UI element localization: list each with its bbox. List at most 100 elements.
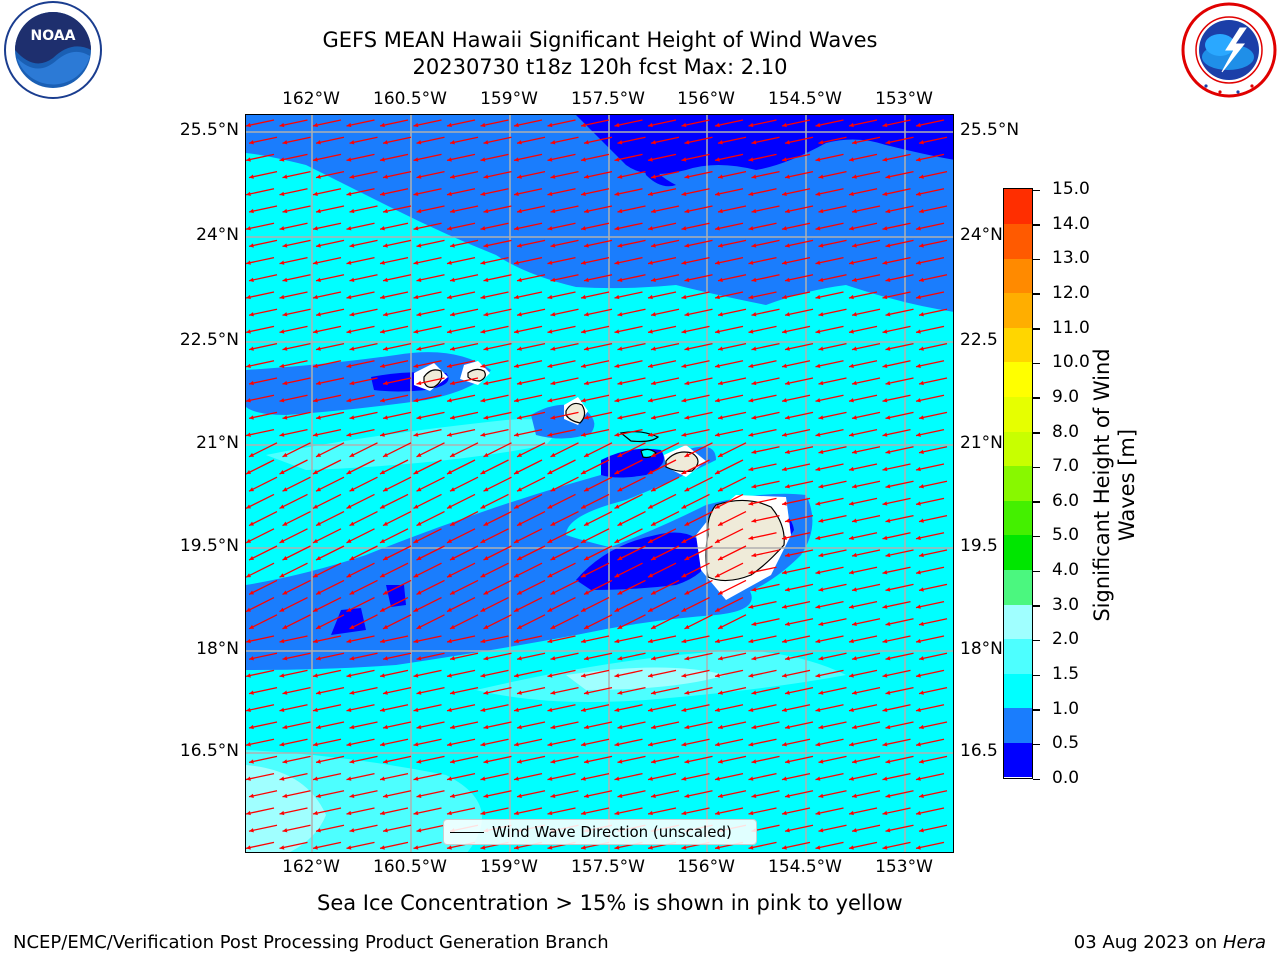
wind-arrow	[784, 136, 814, 145]
wind-arrow	[885, 239, 914, 248]
wind-arrow	[583, 476, 613, 492]
wind-arrow	[583, 790, 613, 798]
wind-arrow	[547, 291, 576, 300]
wind-arrow	[617, 136, 646, 145]
wind-arrow	[684, 442, 713, 458]
wind-arrow	[246, 256, 275, 265]
wind-arrow	[449, 545, 479, 561]
wind-arrow	[246, 704, 275, 712]
wind-arrow	[818, 239, 847, 248]
wind-arrow	[647, 119, 677, 128]
wind-arrow	[784, 583, 814, 592]
wind-arrow	[714, 153, 744, 162]
wind-arrow	[717, 411, 747, 420]
wind-arrow	[714, 222, 744, 231]
wind-arrow	[547, 119, 576, 128]
wind-arrow	[349, 511, 378, 527]
wind-arrow	[516, 652, 546, 661]
wind-arrow	[346, 188, 375, 196]
wind-arrow	[547, 493, 576, 509]
wind-arrow	[647, 222, 677, 231]
wind-arrow	[413, 841, 442, 850]
wind-arrow	[346, 635, 375, 644]
wind-arrow	[382, 579, 412, 595]
wind-arrow	[246, 841, 275, 850]
wind-arrow	[748, 566, 777, 575]
wind-arrow	[248, 511, 278, 527]
wind-arrow	[480, 360, 509, 368]
wind-arrow	[684, 377, 713, 386]
wind-arrow	[580, 635, 610, 644]
wind-arrow	[714, 325, 744, 334]
longitude-label-bottom: 153°W	[875, 857, 933, 877]
colorbar-segment	[1004, 189, 1032, 225]
wind-arrow	[349, 652, 378, 661]
wind-arrow	[416, 411, 445, 420]
wind-arrow	[580, 669, 610, 678]
wind-arrow	[717, 686, 747, 695]
wind-arrow	[915, 841, 945, 850]
wind-arrow	[516, 239, 546, 248]
wind-arrow	[480, 394, 509, 403]
wind-arrow	[614, 428, 643, 437]
wind-arrow	[413, 188, 442, 196]
wind-arrow	[413, 291, 442, 300]
wind-arrow	[446, 119, 476, 128]
latitude-label-right: 18°N	[960, 639, 1003, 659]
wind-arrow	[279, 704, 308, 712]
colorbar-tick-label: 10.0	[1052, 352, 1090, 373]
wind-arrow	[279, 325, 308, 334]
wind-arrow	[513, 738, 543, 747]
wind-arrow	[918, 377, 948, 386]
colorbar-tick-mark	[1033, 293, 1040, 295]
wind-arrow	[483, 136, 512, 145]
wind-arrow	[882, 841, 911, 850]
wind-arrow	[751, 549, 780, 558]
wind-arrow	[717, 308, 747, 317]
colorbar-tick-mark	[1033, 432, 1040, 434]
map-title: GEFS MEAN Hawaii Significant Height of W…	[322, 28, 878, 52]
wind-arrow	[818, 446, 847, 454]
wind-arrow	[848, 635, 878, 644]
wind-arrow	[315, 511, 345, 527]
wind-arrow	[282, 442, 311, 458]
wind-arrow	[349, 377, 378, 386]
wind-arrow	[583, 721, 613, 730]
wind-arrow	[851, 239, 881, 248]
wind-arrow	[681, 291, 710, 300]
wind-arrow	[617, 476, 646, 492]
wind-arrow	[614, 153, 643, 162]
wind-arrow	[282, 274, 311, 282]
wave-height-map	[245, 114, 954, 853]
wind-arrow	[282, 790, 311, 798]
wind-arrow	[784, 514, 814, 523]
wind-arrow	[483, 342, 512, 351]
wind-arrow	[379, 325, 409, 334]
wind-arrow	[650, 308, 680, 317]
wind-arrow	[818, 480, 847, 489]
colorbar-tick-label: 4.0	[1052, 560, 1080, 581]
wind-arrow	[480, 597, 509, 613]
wind-arrow	[550, 755, 579, 764]
wind-arrow	[413, 704, 442, 712]
wind-arrow	[246, 153, 275, 162]
wind-arrow	[413, 635, 442, 644]
wind-arrow	[848, 222, 878, 231]
wind-arrow	[915, 119, 945, 128]
wind-arrow	[413, 528, 442, 544]
colorbar-title: Significant Height of Wind Waves [m]	[1090, 325, 1140, 645]
wind-arrow	[349, 136, 378, 145]
wind-arrow	[583, 205, 613, 214]
wind-arrow	[681, 428, 710, 437]
wind-arrow	[681, 394, 710, 403]
wind-arrow	[885, 686, 914, 695]
wind-arrow	[851, 549, 881, 558]
wind-arrow	[885, 652, 914, 661]
wind-arrow	[681, 493, 710, 509]
wind-arrow	[851, 514, 881, 523]
wind-arrow	[851, 446, 881, 454]
wind-arrow	[413, 738, 442, 747]
wind-arrow	[547, 459, 576, 475]
wind-arrow	[885, 549, 914, 558]
wind-arrow	[349, 721, 378, 730]
